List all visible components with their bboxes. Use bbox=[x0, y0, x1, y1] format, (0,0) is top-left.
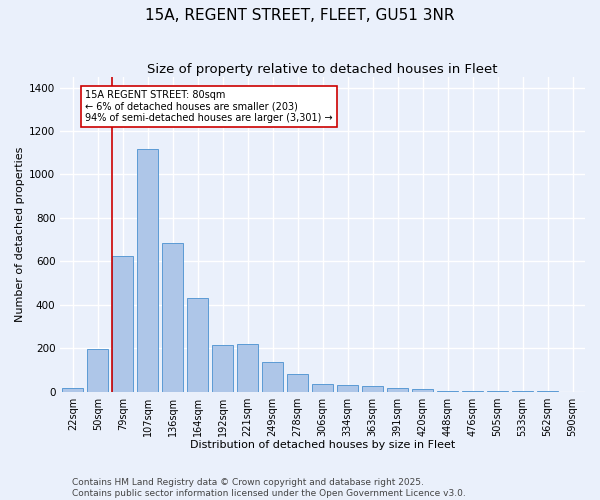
Y-axis label: Number of detached properties: Number of detached properties bbox=[15, 146, 25, 322]
Bar bbox=[137, 150, 158, 392]
Bar bbox=[62, 388, 83, 392]
Text: Contains HM Land Registry data © Crown copyright and database right 2025.
Contai: Contains HM Land Registry data © Crown c… bbox=[72, 478, 466, 498]
X-axis label: Distribution of detached houses by size in Fleet: Distribution of detached houses by size … bbox=[190, 440, 455, 450]
Bar bbox=[487, 391, 508, 392]
Bar bbox=[437, 390, 458, 392]
Bar bbox=[237, 344, 258, 392]
Title: Size of property relative to detached houses in Fleet: Size of property relative to detached ho… bbox=[148, 62, 498, 76]
Bar bbox=[162, 243, 184, 392]
Bar bbox=[262, 362, 283, 392]
Bar bbox=[337, 385, 358, 392]
Bar bbox=[187, 298, 208, 392]
Bar bbox=[287, 374, 308, 392]
Text: 15A, REGENT STREET, FLEET, GU51 3NR: 15A, REGENT STREET, FLEET, GU51 3NR bbox=[145, 8, 455, 22]
Bar bbox=[112, 256, 133, 392]
Bar bbox=[312, 384, 333, 392]
Bar bbox=[462, 390, 483, 392]
Bar bbox=[362, 386, 383, 392]
Bar bbox=[412, 390, 433, 392]
Bar bbox=[387, 388, 408, 392]
Bar bbox=[87, 349, 109, 392]
Text: 15A REGENT STREET: 80sqm
← 6% of detached houses are smaller (203)
94% of semi-d: 15A REGENT STREET: 80sqm ← 6% of detache… bbox=[85, 90, 333, 123]
Bar bbox=[212, 345, 233, 392]
